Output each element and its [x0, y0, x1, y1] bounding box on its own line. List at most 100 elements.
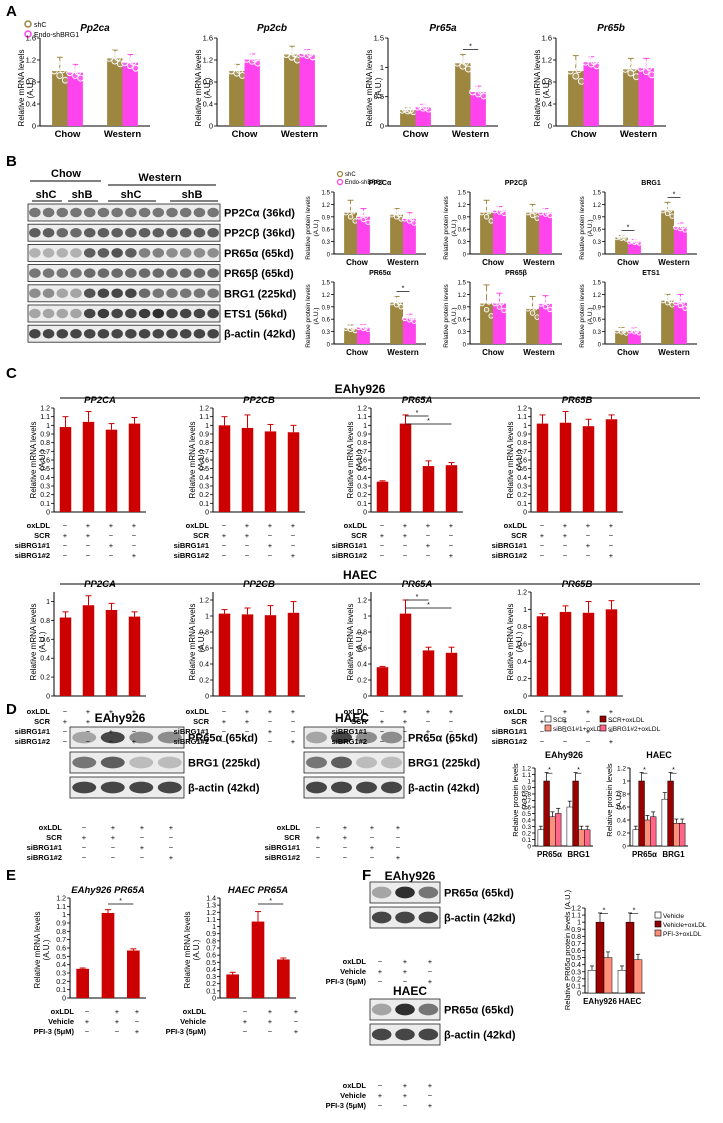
data-point	[411, 318, 417, 324]
y-tick-label: 1.2	[357, 598, 367, 605]
bar	[595, 921, 605, 994]
bar	[536, 616, 549, 696]
data-point	[630, 64, 638, 72]
treatment-sign: −	[109, 717, 114, 726]
treatment-label: oxLDL	[343, 1081, 367, 1090]
y-tick-label: 0	[205, 694, 209, 701]
bar	[615, 330, 628, 344]
chart-title: PR65B	[562, 395, 593, 406]
y-tick-label: 0.9	[40, 432, 50, 439]
treatment-tables: oxLDL − + + +SCR + + − −siBRG1#1− − + −siBRG1#2− − − +…	[15, 521, 614, 1110]
y-tick-label: 1.1	[56, 904, 66, 911]
data-point	[645, 63, 653, 71]
bar	[633, 959, 643, 994]
treatment-sign: +	[343, 823, 348, 832]
y-tick-label: 1.2	[542, 56, 552, 65]
blot-band	[111, 268, 123, 278]
ylabel-c8: Relative mRNA levels	[506, 604, 515, 681]
y-tick-label: 0.8	[517, 624, 527, 631]
treatment-sign: +	[403, 1091, 408, 1100]
ylabel-b3-au: (A.U.)	[587, 220, 594, 237]
treatment-label: oxLDL	[344, 521, 368, 530]
y-tick-label: 1.2	[517, 406, 527, 413]
bar	[244, 59, 260, 127]
y-tick-label: 0	[463, 343, 467, 349]
bar	[455, 63, 471, 126]
chart-D1: 00.10.20.30.40.50.60.70.80.911.11.2 EAhy9…	[522, 750, 593, 859]
blot-band	[138, 288, 151, 299]
treatment-sign: −	[609, 541, 614, 550]
treatment-label: siBRG1#1	[332, 727, 367, 736]
bar	[107, 58, 123, 126]
blot-band	[207, 207, 219, 218]
y-tick-label: 1.5	[374, 34, 384, 43]
y-tick-label: 0	[205, 510, 209, 517]
ylabel-c5: Relative mRNA levels	[29, 604, 38, 681]
blot-band	[193, 248, 206, 258]
blot-band	[42, 288, 55, 299]
treatment-label: SCR	[46, 833, 62, 842]
blot-band	[152, 268, 165, 278]
treatment-sign: +	[115, 1017, 120, 1026]
treatment-sign: −	[82, 843, 87, 852]
treatment-sign: +	[109, 707, 114, 716]
treatment-sign: +	[132, 737, 137, 746]
legend-label: Vehicle+oxLDL	[663, 922, 707, 929]
treatment-sign: −	[268, 551, 273, 560]
y-tick-label: 0.6	[617, 805, 626, 812]
treatment-sign: −	[109, 531, 114, 540]
treatment-sign: −	[426, 717, 431, 726]
blot-band-row: BRG1 (225kd)	[27, 284, 296, 303]
blot-frame	[69, 776, 185, 799]
data-point	[391, 296, 397, 302]
bar	[584, 829, 591, 847]
blot-band-row: PP2Cβ (36kd)	[27, 223, 295, 242]
blot-band	[356, 731, 377, 744]
y-tick-label: 0	[46, 510, 50, 517]
y-tick-label: 0.1	[56, 987, 66, 994]
data-point	[547, 306, 553, 313]
x-category-label: Chow	[617, 258, 640, 267]
ylabel-c1: Relative mRNA levels	[29, 422, 38, 499]
ylabel-a3-au: (A.U.)	[374, 77, 383, 98]
legend-label: SCR	[553, 717, 567, 724]
treatment-label: PFI-3 (5μM)	[326, 1101, 367, 1110]
treatment-sign: −	[403, 551, 408, 560]
treatment-sign: −	[291, 727, 296, 736]
blot-band	[42, 328, 55, 339]
blot-band-row: PR65β (65kd)	[27, 264, 294, 283]
y-tick-label: 0.9	[199, 432, 209, 439]
data-point	[527, 205, 533, 211]
y-tick-label: 0.7	[517, 449, 527, 456]
x-category-label: Chow	[232, 129, 258, 140]
panel-letter-c: C	[6, 365, 17, 382]
blot-band	[179, 308, 192, 319]
bar	[555, 813, 562, 847]
treatment-label: SCR	[193, 531, 209, 540]
y-tick-label: 1.2	[322, 293, 331, 299]
treatment-sign: +	[426, 707, 431, 716]
data-point	[660, 207, 666, 214]
blot-band	[83, 227, 96, 238]
y-tick-label: 0.8	[522, 792, 531, 799]
data-point	[532, 209, 538, 215]
treatment-label: siBRG1#1	[174, 727, 209, 736]
treatment-sign: +	[268, 521, 273, 530]
blot-b-chow: Chow	[51, 168, 81, 180]
treatment-sign: +	[426, 727, 431, 736]
y-tick-label: 0.9	[517, 432, 527, 439]
x-category-label: Western	[620, 129, 658, 140]
blot-band	[111, 328, 123, 339]
blot-label: β-actin (42kd)	[408, 783, 480, 795]
y-tick-label: 0.6	[357, 646, 367, 653]
bar	[390, 214, 403, 254]
treatment-label: SCR	[351, 531, 367, 540]
bar	[559, 611, 572, 696]
data-point	[356, 214, 362, 220]
y-tick-label: 1.1	[571, 913, 581, 920]
treatment-sign: −	[316, 843, 321, 852]
y-tick-label: 0.6	[199, 646, 209, 653]
treatment-sign: +	[135, 1027, 140, 1036]
treatment-sign: −	[222, 707, 227, 716]
treatment-sign: −	[540, 737, 545, 746]
